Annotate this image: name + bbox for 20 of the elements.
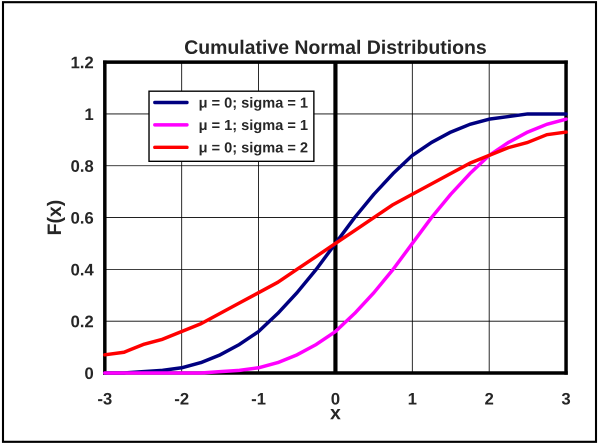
x-tick-label: 2 <box>485 392 494 404</box>
x-tick-label: -3 <box>98 392 112 405</box>
legend-label: μ = 1; sigma = 1 <box>200 119 308 134</box>
y-tick-label: 0.2 <box>71 316 94 328</box>
y-tick-label: 0.6 <box>71 212 94 224</box>
y-axis-title: F(x) <box>46 200 65 234</box>
y-tick-label: 0.8 <box>71 160 94 172</box>
y-tick-label: 0 <box>85 367 94 380</box>
y-tick-label: 0.4 <box>71 264 94 276</box>
x-axis-title: x <box>330 408 341 420</box>
y-tick-label: 1.2 <box>72 56 94 68</box>
x-tick-label: -1 <box>252 393 266 404</box>
x-tick-label: -2 <box>174 392 188 404</box>
y-tick-label: 1 <box>85 108 94 120</box>
x-tick-label: 0 <box>331 392 340 405</box>
chart-title: Cumulative Normal Distributions <box>184 40 486 54</box>
x-tick-label: 3 <box>562 392 570 405</box>
legend-label: μ = 0; sigma = 1 <box>200 97 308 111</box>
legend-label: μ = 0; sigma = 2 <box>200 142 308 156</box>
x-tick-label: 1 <box>408 393 416 404</box>
